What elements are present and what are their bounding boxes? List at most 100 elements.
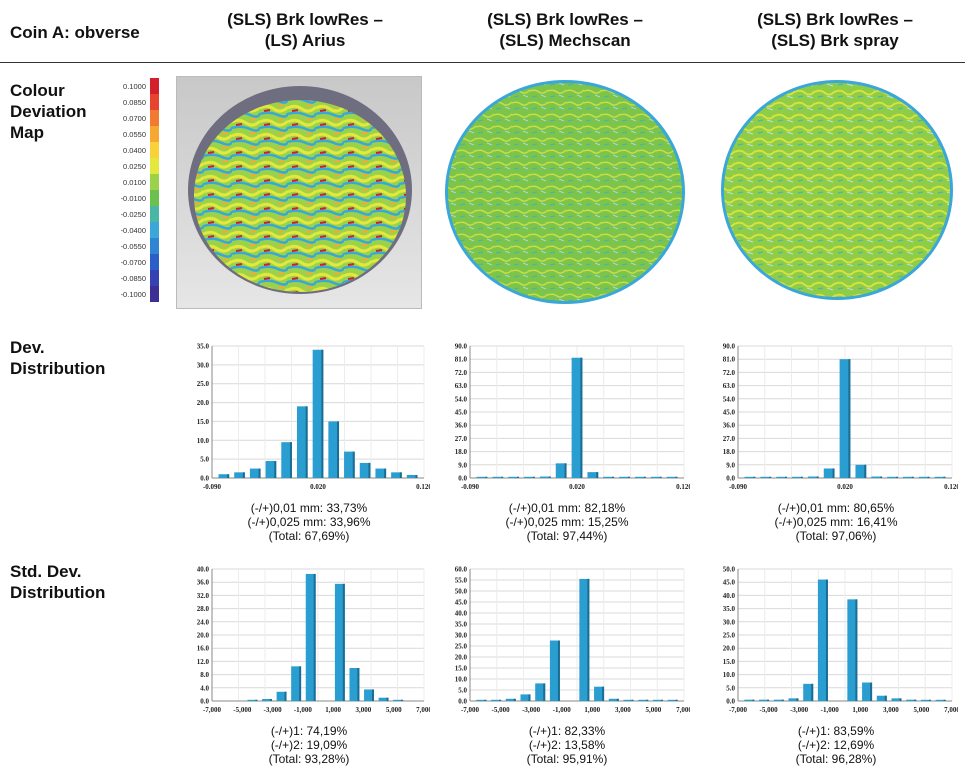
- column-header-3: (SLS) Brk lowRes – (SLS) Brk spray: [715, 9, 955, 51]
- std-distribution-chart-2: 0.0 5.0 10.0 15.0 20.0 25.0 30.0 35.0 40.0 45.0 50…: [455, 566, 690, 715]
- bar-shade: [342, 583, 345, 701]
- caption-line: (Total: 96,28%): [795, 752, 877, 766]
- bar: [608, 698, 619, 701]
- x-tick-label: 0.020: [310, 483, 326, 491]
- y-tick-label: 8.0: [200, 671, 209, 679]
- bar: [312, 349, 324, 478]
- bar: [650, 476, 662, 478]
- legend-label: 0.1000: [123, 82, 146, 91]
- row-label-dev-line1: Dev.: [10, 338, 45, 357]
- bar-shade: [660, 699, 663, 701]
- bar: [247, 699, 258, 701]
- bar-shade: [255, 699, 258, 701]
- legend-label: 0.0550: [123, 130, 146, 139]
- column-header-3-line2: (SLS) Brk spray: [771, 31, 899, 50]
- bar: [492, 476, 504, 478]
- y-tick-label: 27.0: [455, 435, 468, 443]
- bar-shade: [528, 694, 531, 701]
- bar-shade: [796, 698, 799, 701]
- y-tick-label: 45.0: [455, 599, 468, 607]
- dev-distribution-chart-3: 0.0 9.0 18.0 27.0 36.0 45.0 54.0 63.0 72.0 81.0 90…: [723, 343, 958, 492]
- caption-line: (-/+)0,025 mm: 15,25%: [505, 515, 629, 529]
- y-tick-label: 30.0: [455, 632, 468, 640]
- x-tick-label: 0.120: [416, 483, 430, 491]
- y-tick-label: 55.0: [455, 577, 468, 585]
- x-tick-label: -0.090: [203, 483, 222, 491]
- bar: [378, 697, 389, 701]
- y-tick-label: 45.0: [723, 579, 736, 587]
- y-tick-label: 9.0: [726, 461, 735, 469]
- bar: [291, 666, 302, 701]
- column-header-1-line1: (SLS) Brk lowRes –: [227, 10, 383, 29]
- x-tick-label: 1,000: [584, 706, 600, 714]
- row-label-std: Std. Dev. Distribution: [10, 561, 140, 603]
- bar: [491, 699, 502, 701]
- bar: [276, 691, 287, 701]
- bar: [587, 472, 599, 478]
- bar: [265, 461, 277, 478]
- bar-shade: [513, 698, 516, 701]
- bar-shade: [781, 699, 784, 701]
- bar-shade: [848, 359, 851, 478]
- legend-swatch: [150, 238, 159, 254]
- bar: [862, 682, 873, 701]
- bar-shade: [484, 699, 487, 701]
- bar: [391, 472, 402, 478]
- legend-label: 0.0100: [123, 178, 146, 187]
- y-tick-label: 0.0: [726, 698, 735, 706]
- caption-line: (-/+)0,01 mm: 82,18%: [508, 501, 626, 515]
- y-tick-label: 0.0: [200, 698, 209, 706]
- corner-title: Coin A: obverse: [10, 23, 140, 42]
- legend-swatch: [150, 174, 159, 190]
- bar: [349, 668, 360, 701]
- y-tick-label: 18.0: [455, 448, 468, 456]
- y-tick-label: 35.0: [455, 621, 468, 629]
- bar-shade: [284, 691, 287, 701]
- row-label-std-line1: Std. Dev.: [10, 562, 82, 581]
- bar: [760, 476, 772, 478]
- y-tick-label: 36.0: [197, 579, 210, 587]
- bar: [906, 699, 917, 701]
- column-header-2-line2: (SLS) Mechscan: [499, 31, 631, 50]
- caption-line: (-/+)2: 19,09%: [270, 738, 348, 752]
- y-tick-label: 12.0: [197, 658, 210, 666]
- bar: [296, 406, 308, 478]
- bar-shade: [352, 451, 355, 478]
- y-tick-label: 25.0: [455, 643, 468, 651]
- colour-scale-legend: 0.1000 0.0850 0.0700 0.0550 0.0400 0.0250 0.01…: [121, 78, 159, 302]
- x-tick-label: 3,000: [883, 706, 899, 714]
- bar: [555, 463, 567, 478]
- bar: [759, 699, 770, 701]
- bar: [839, 359, 851, 478]
- bar: [579, 578, 590, 701]
- bar: [234, 472, 245, 478]
- bar: [871, 476, 883, 478]
- y-tick-label: 72.0: [455, 369, 468, 377]
- legend-swatch: [150, 286, 159, 302]
- bar-shade: [825, 579, 828, 701]
- bar: [262, 699, 272, 701]
- bar-shade: [371, 689, 374, 701]
- y-tick-label: 40.0: [197, 566, 210, 574]
- bar: [571, 357, 583, 478]
- column-header-1: (SLS) Brk lowRes – (LS) Arius: [185, 9, 425, 51]
- row-label-dev: Dev. Distribution: [10, 337, 140, 379]
- std-caption-1: (-/+)1: 74,19% (-/+)2: 19,09% (Total: 93…: [199, 724, 419, 766]
- y-tick-label: 32.0: [197, 592, 210, 600]
- dev-caption-1: (-/+)0,01 mm: 33,73% (-/+)0,025 mm: 33,9…: [199, 501, 419, 543]
- bar: [817, 579, 828, 701]
- column-header-3-line1: (SLS) Brk lowRes –: [757, 10, 913, 29]
- y-tick-label: 4.0: [200, 684, 209, 692]
- bar: [807, 476, 819, 478]
- x-tick-label: 7,000: [416, 706, 430, 714]
- bar-shade: [485, 476, 488, 478]
- bar: [476, 476, 488, 478]
- y-tick-label: 81.0: [455, 356, 468, 364]
- y-tick-label: 25.0: [197, 380, 210, 388]
- bar: [594, 686, 605, 701]
- bar-shade: [337, 421, 340, 478]
- std-distribution-chart-1: 0.0 4.0 8.0 12.0 16.0 20.0 24.0 28.0 32.0 36.0 40.…: [197, 566, 430, 715]
- bar: [855, 464, 867, 478]
- caption-line: (-/+)0,025 mm: 16,41%: [774, 515, 898, 529]
- x-tick-label: -5,000: [233, 706, 252, 714]
